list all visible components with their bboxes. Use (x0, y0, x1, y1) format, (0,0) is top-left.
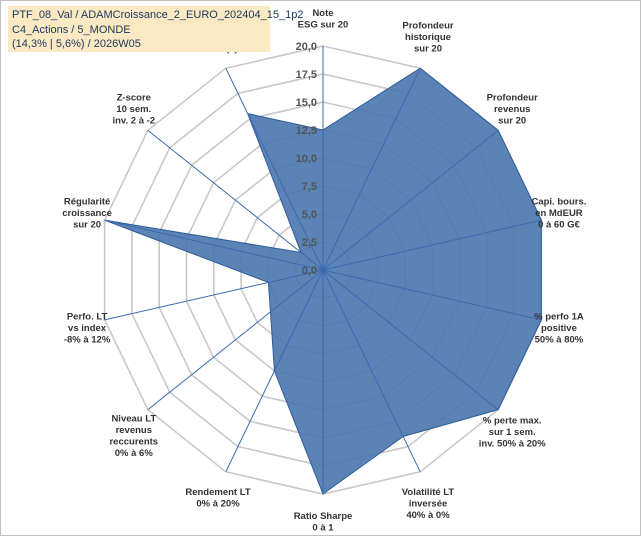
tick-label-7: 17,5 (296, 69, 317, 81)
axis-label-line: reccurents (109, 436, 158, 447)
axis-label-line: Volatilité LT (402, 487, 455, 498)
axis-label-line: Rendement LT (185, 487, 250, 498)
tick-label-4: 10,0 (296, 153, 317, 165)
axis-spoke-4 (322, 269, 542, 321)
tick-label-0: 0,0 (302, 265, 317, 277)
axis-label-line: vs index (68, 323, 107, 334)
axis-label-line: Z-score (117, 92, 151, 103)
axis-spoke-5 (322, 269, 499, 411)
axis-label-line: Régularité (64, 196, 110, 207)
tick-label-3: 7,5 (302, 181, 317, 193)
axis-label-line: % perte max. (483, 416, 542, 427)
axis-spoke-6 (322, 269, 421, 473)
axis-label-line: sur 1 sem. (489, 427, 536, 438)
info-line-stats: (14,3% | 5,6%) / 2026W05 (12, 38, 141, 50)
axis-label-line: ESG sur 20 (298, 20, 349, 31)
axis-label-line: historique (405, 32, 451, 43)
axis-label-8: Rendement LT0% à 20% (185, 487, 250, 510)
info-line-category: C4_Actions / 5_MONDE (12, 23, 131, 36)
axis-spoke-13 (225, 67, 324, 271)
axis-label-line: Ratio Sharpe (294, 511, 353, 522)
axis-spoke-11 (104, 219, 324, 271)
axis-spoke-9 (147, 269, 324, 411)
tick-label-1: 2,5 (302, 237, 317, 249)
axis-label-line: Note (312, 8, 333, 19)
tick-label-2: 5,0 (302, 209, 317, 221)
portfolio-info-box: PTF_08_Val / ADAMCroissance_2_EURO_20240… (8, 6, 304, 52)
axis-label-line: sur 20 (73, 219, 101, 230)
axis-label-line: sur 20 (414, 44, 442, 55)
axis-label-line: Capi. bours. (531, 196, 586, 207)
axis-label-line: Niveau LT (111, 413, 156, 424)
axis-label-line: inversée (409, 499, 448, 510)
axis-label-line: Profondeur (402, 21, 453, 32)
info-line-portfolio: PTF_08_Val / ADAMCroissance_2_EURO_20240… (12, 9, 304, 21)
axis-label-line: 0% à 6% (115, 448, 154, 459)
axis-label-line: -8% à 12% (64, 335, 111, 346)
axis-label-line: croissance (62, 208, 112, 219)
axis-label-line: 50% à 80% (535, 335, 584, 346)
axis-spoke-8 (225, 269, 324, 473)
axis-spoke-2 (322, 129, 499, 271)
axis-label-line: 40% à 0% (406, 510, 450, 521)
axis-label-line: 0 à 60 G€ (538, 219, 580, 230)
axis-label-line: en MdEUR (535, 208, 583, 219)
axis-spoke-3 (322, 219, 542, 271)
axis-label-line: positive (541, 323, 577, 334)
axis-label-line: revenus (494, 104, 530, 115)
axis-label-line: Profondeur (487, 92, 538, 103)
axis-label-5: % perte max.sur 1 sem.inv. 50% à 20% (479, 416, 546, 450)
axis-label-line: 0% à 20% (196, 499, 240, 510)
axis-label-line: inv. 50% à 20% (479, 439, 546, 450)
axis-label-line: inv. 2 à -2 (112, 115, 155, 126)
axis-label-line: 0 à 1 (312, 523, 334, 534)
axis-label-line: revenus (116, 425, 152, 436)
axis-label-line: sur 20 (498, 115, 526, 126)
axis-spoke-1 (322, 67, 421, 271)
axis-label-line: % perfo 1A (534, 312, 584, 323)
axis-label-line: Perfo. LT (67, 312, 108, 323)
tick-label-6: 15,0 (296, 97, 317, 109)
axis-label-line: 10 sem. (116, 104, 151, 115)
tick-label-8: 20,0 (296, 41, 317, 53)
tick-label-5: 12,5 (296, 125, 317, 137)
axis-spoke-10 (104, 269, 324, 321)
axis-spoke-12 (147, 129, 324, 271)
